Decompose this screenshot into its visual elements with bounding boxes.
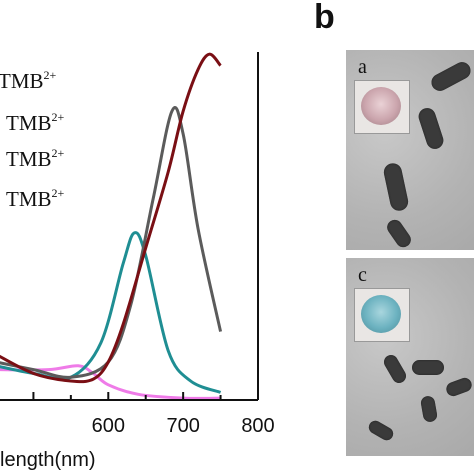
nanorod [382, 161, 410, 213]
legend-entry-1: TMB2+ [0, 68, 57, 93]
tem-image-a: a [346, 50, 474, 250]
series-line-4 [0, 364, 221, 400]
cuvette-photo-pink [354, 80, 410, 134]
nanorod [428, 59, 474, 94]
x-axis-title: length(nm) [0, 449, 96, 471]
nanorod [444, 375, 474, 399]
series-line-1 [0, 52, 222, 384]
legend-entry-4: TMB2+ [6, 186, 65, 211]
plot-area [0, 52, 223, 400]
panel-letter: b [314, 0, 335, 36]
legend-entry-3: TMB2+ [6, 146, 65, 171]
nanorod [384, 216, 414, 250]
axes: 600 700 800 length(nm) [0, 52, 275, 471]
nanorod [366, 418, 396, 443]
nanorod [419, 394, 439, 424]
legend-entry-2: TMB2+ [6, 110, 65, 135]
series-line-2 [0, 105, 223, 379]
cuvette-photo-blue [354, 288, 410, 342]
nanorod [381, 352, 409, 386]
tem-label-c: c [358, 264, 367, 286]
tem-image-c: c [346, 258, 474, 456]
tem-label-a: a [358, 56, 367, 78]
x-tick-label: 800 [241, 415, 274, 437]
x-tick-label: 700 [166, 415, 199, 437]
legend: TMB2+ TMB2+ TMB2+ TMB2+ [0, 68, 65, 211]
nanorod [416, 105, 446, 152]
x-tick-label: 600 [92, 415, 125, 437]
nanorod [412, 360, 444, 375]
